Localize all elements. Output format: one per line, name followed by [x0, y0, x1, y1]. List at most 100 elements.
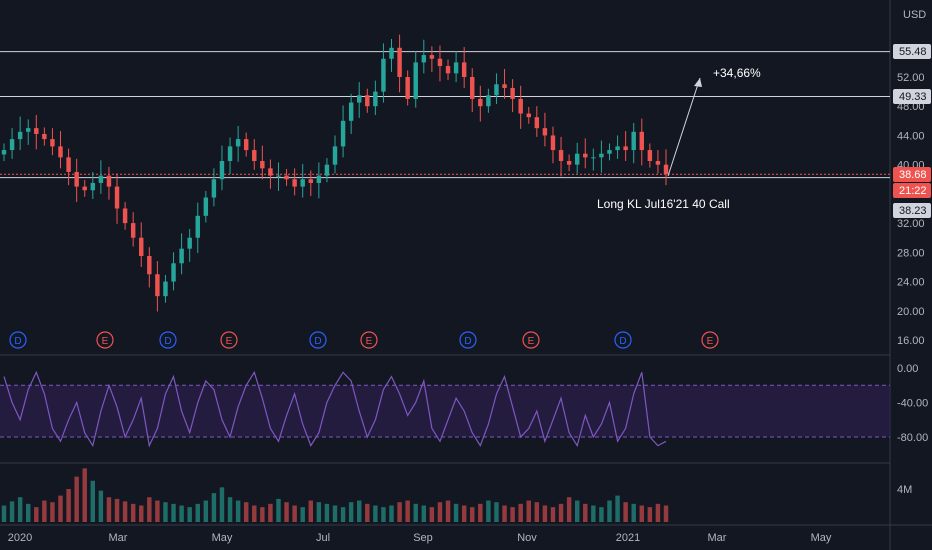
candle-body: [139, 237, 144, 256]
candle-body: [558, 150, 564, 162]
price-axis-tick-label: 44.00: [897, 130, 925, 142]
candle-body: [647, 150, 653, 162]
volume-bar: [566, 497, 572, 522]
candle-body: [243, 139, 249, 151]
candle-body: [413, 62, 418, 99]
candle-body: [98, 175, 104, 183]
volume-bar: [486, 500, 491, 522]
volume-bar: [308, 500, 314, 522]
volume-bar: [243, 502, 249, 522]
candle-body: [203, 197, 209, 216]
volume-bar: [663, 505, 669, 522]
volume-bar: [405, 500, 410, 522]
event-marker-label: D: [619, 336, 626, 347]
candle-body: [187, 237, 192, 249]
candle-body: [106, 175, 112, 187]
arrow-head-icon: [694, 78, 702, 87]
volume-bar: [58, 495, 63, 522]
event-marker-label: D: [14, 336, 21, 347]
candle-body: [268, 168, 273, 176]
volume-bar: [615, 495, 620, 522]
dividend-marker[interactable]: D: [459, 331, 477, 349]
candle-body: [470, 77, 475, 99]
volume-bar: [494, 502, 499, 522]
candle-body: [615, 146, 620, 151]
volume-bar: [574, 500, 580, 522]
price-tag-resistance-mid: 49.33: [899, 91, 927, 103]
earnings-marker[interactable]: E: [701, 331, 719, 349]
price-tag-last-bg: [893, 167, 931, 182]
candle-body: [25, 128, 31, 132]
earnings-marker[interactable]: E: [220, 331, 238, 349]
horizontal-levels[interactable]: [0, 51, 890, 179]
volume-bar: [90, 480, 96, 522]
candle-body: [155, 274, 160, 297]
candle-body: [284, 175, 289, 180]
oscillator-axis-tick-label: -80.00: [897, 432, 928, 444]
volume-bar: [34, 507, 39, 522]
candle-body: [397, 47, 402, 77]
volume-bar: [510, 507, 515, 522]
volume-bar: [252, 505, 257, 522]
volume-bar: [171, 503, 176, 522]
dividend-marker-icon: [459, 331, 477, 349]
trade-annotation[interactable]: Long KL Jul16'21 40 Call: [597, 197, 730, 211]
countdown-tag-bg: [893, 183, 931, 198]
earnings-marker[interactable]: E: [96, 331, 114, 349]
event-marker-label: E: [366, 336, 373, 347]
volume-bar: [397, 502, 402, 522]
candle-body: [365, 95, 370, 107]
volume-bar: [163, 502, 168, 522]
price-axis-tick-label: 48.00: [897, 101, 925, 113]
projection-arrow-line[interactable]: [667, 77, 701, 177]
time-axis-tick-label: May: [811, 532, 832, 544]
volume-bar: [655, 503, 661, 522]
candle-body: [437, 58, 443, 67]
dividend-marker[interactable]: D: [9, 331, 27, 349]
dividend-marker[interactable]: D: [309, 331, 327, 349]
volume-bar: [356, 500, 362, 522]
candle-body: [300, 179, 305, 187]
oscillator-axis-tick-label: -40.00: [897, 398, 928, 410]
volume-bar: [203, 500, 209, 522]
candle-body: [252, 150, 257, 162]
candle-body: [566, 161, 572, 165]
event-marker-label: D: [314, 336, 321, 347]
volume-bar: [195, 503, 200, 522]
price-axis-tick-label: 20.00: [897, 306, 925, 318]
volume-panel: 4M: [1, 468, 912, 522]
candle-body: [381, 58, 386, 92]
candle-body: [122, 208, 128, 224]
volume-bar: [607, 500, 612, 522]
candle-body: [179, 248, 184, 264]
time-axis-tick-label: 2021: [616, 532, 640, 544]
candle-body: [494, 84, 499, 96]
volume-bar: [179, 505, 184, 522]
candle-body: [34, 128, 39, 134]
candle-body: [50, 139, 55, 147]
dividend-marker[interactable]: D: [614, 331, 632, 349]
time-axis-tick-label: 2020: [8, 532, 32, 544]
earnings-marker[interactable]: E: [360, 331, 378, 349]
volume-bar: [292, 505, 297, 522]
target-annotation[interactable]: +34,66%: [713, 66, 761, 80]
volume-bar: [260, 507, 265, 522]
price-axis-tick-label: 52.00: [897, 72, 925, 84]
price-tag-support: 38.23: [899, 205, 927, 217]
volume-bar: [413, 503, 418, 522]
volume-bar: [647, 507, 653, 522]
candle-body: [542, 128, 548, 136]
earnings-marker-icon: [522, 331, 540, 349]
earnings-marker[interactable]: E: [522, 331, 540, 349]
candle-body: [340, 120, 346, 147]
oscillator-line: [3, 370, 667, 448]
volume-bar: [453, 503, 459, 522]
dividend-marker[interactable]: D: [159, 331, 177, 349]
volume-bar: [235, 500, 241, 522]
volume-bar: [381, 507, 386, 522]
volume-bar: [211, 493, 217, 522]
time-axis-tick-label: Sep: [413, 532, 433, 544]
candle-body: [453, 62, 459, 74]
